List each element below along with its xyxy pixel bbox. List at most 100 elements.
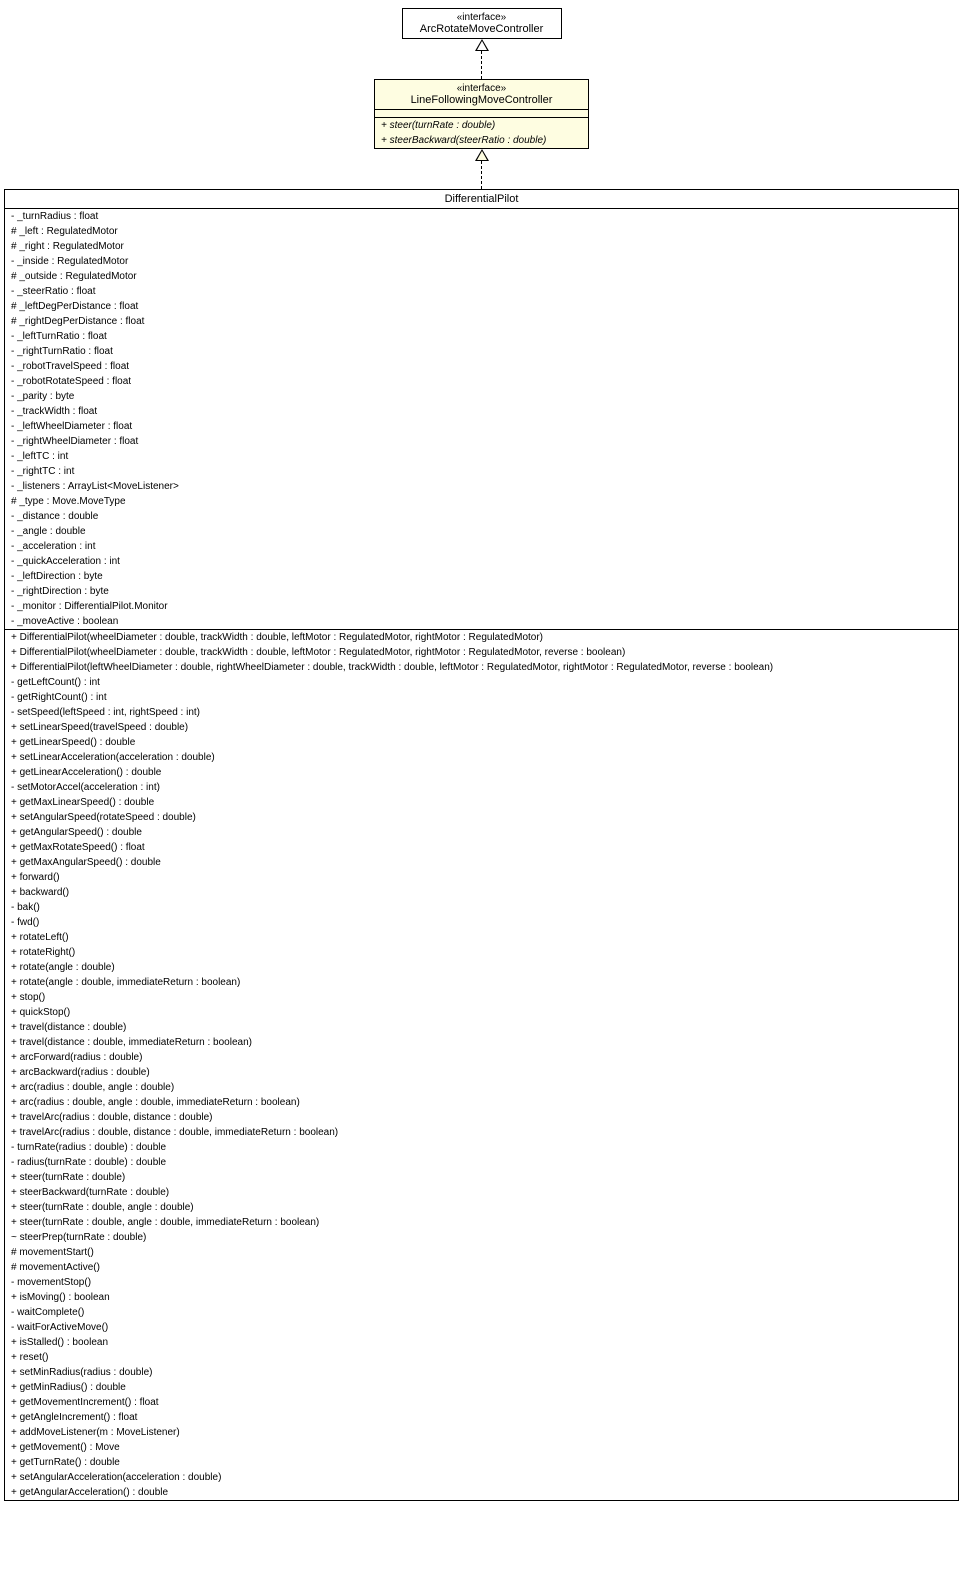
member-row: + arcForward(radius : double) — [5, 1050, 958, 1065]
member-row: + getTurnRate() : double — [5, 1455, 958, 1470]
member-row: - _inside : RegulatedMotor — [5, 254, 958, 269]
member-row: + steerBackward(steerRatio : double) — [375, 133, 588, 148]
member-row: - _acceleration : int — [5, 539, 958, 554]
member-row: - _robotTravelSpeed : float — [5, 359, 958, 374]
member-row: # movementStart() — [5, 1245, 958, 1260]
member-row: + arc(radius : double, angle : double) — [5, 1080, 958, 1095]
member-row: - _rightTC : int — [5, 464, 958, 479]
arrow-icon — [475, 149, 489, 161]
member-row: - radius(turnRate : double) : double — [5, 1155, 958, 1170]
member-row: - turnRate(radius : double) : double — [5, 1140, 958, 1155]
class-name: DifferentialPilot — [5, 193, 958, 205]
member-row: + setAngularSpeed(rotateSpeed : double) — [5, 810, 958, 825]
member-row: + getAngleIncrement() : float — [5, 1410, 958, 1425]
member-row: - bak() — [5, 900, 958, 915]
member-row: - _rightDirection : byte — [5, 584, 958, 599]
member-row: - movementStop() — [5, 1275, 958, 1290]
member-row: + getMaxLinearSpeed() : double — [5, 795, 958, 810]
member-row: - _rightWheelDiameter : float — [5, 434, 958, 449]
member-row: + getMaxAngularSpeed() : double — [5, 855, 958, 870]
arrow-icon — [475, 39, 489, 51]
member-row: - _moveActive : boolean — [5, 614, 958, 629]
dash-line — [481, 161, 482, 189]
attributes-compartment — [375, 110, 588, 118]
member-row: + getMovement() : Move — [5, 1440, 958, 1455]
member-row: + DifferentialPilot(wheelDiameter : doub… — [5, 645, 958, 660]
member-row: + getAngularSpeed() : double — [5, 825, 958, 840]
member-row: + DifferentialPilot(wheelDiameter : doub… — [5, 630, 958, 645]
member-row: - waitComplete() — [5, 1305, 958, 1320]
member-row: - _distance : double — [5, 509, 958, 524]
member-row: - _monitor : DifferentialPilot.Monitor — [5, 599, 958, 614]
member-row: - _leftTurnRatio : float — [5, 329, 958, 344]
member-row: ~ steerPrep(turnRate : double) — [5, 1230, 958, 1245]
member-row: + steer(turnRate : double) — [375, 118, 588, 133]
member-row: + arc(radius : double, angle : double, i… — [5, 1095, 958, 1110]
methods-compartment: + DifferentialPilot(wheelDiameter : doub… — [5, 630, 958, 1500]
member-row: - getRightCount() : int — [5, 690, 958, 705]
stereotype: «interface» — [413, 12, 551, 23]
member-row: + DifferentialPilot(leftWheelDiameter : … — [5, 660, 958, 675]
dash-line — [481, 51, 482, 79]
class-name: LineFollowingMoveController — [385, 94, 578, 106]
member-row: + getLinearSpeed() : double — [5, 735, 958, 750]
member-row: + quickStop() — [5, 1005, 958, 1020]
member-row: + setMinRadius(radius : double) — [5, 1365, 958, 1380]
member-row: + backward() — [5, 885, 958, 900]
member-row: + isStalled() : boolean — [5, 1335, 958, 1350]
member-row: - _leftDirection : byte — [5, 569, 958, 584]
member-row: + getMaxRotateSpeed() : float — [5, 840, 958, 855]
methods-compartment: + steer(turnRate : double)+ steerBackwar… — [375, 118, 588, 148]
member-row: # _leftDegPerDistance : float — [5, 299, 958, 314]
member-row: + travel(distance : double, immediateRet… — [5, 1035, 958, 1050]
member-row: + getMovementIncrement() : float — [5, 1395, 958, 1410]
member-row: - _angle : double — [5, 524, 958, 539]
class-name: ArcRotateMoveController — [413, 23, 551, 35]
member-row: + getAngularAcceleration() : double — [5, 1485, 958, 1500]
member-row: # _type : Move.MoveType — [5, 494, 958, 509]
member-row: + reset() — [5, 1350, 958, 1365]
member-row: + setLinearSpeed(travelSpeed : double) — [5, 720, 958, 735]
member-row: + setAngularAcceleration(acceleration : … — [5, 1470, 958, 1485]
member-row: + getMinRadius() : double — [5, 1380, 958, 1395]
member-row: - _rightTurnRatio : float — [5, 344, 958, 359]
member-row: - setMotorAccel(acceleration : int) — [5, 780, 958, 795]
member-row: - _leftTC : int — [5, 449, 958, 464]
member-row: + stop() — [5, 990, 958, 1005]
member-row: - _quickAcceleration : int — [5, 554, 958, 569]
member-row: + travelArc(radius : double, distance : … — [5, 1125, 958, 1140]
member-row: # movementActive() — [5, 1260, 958, 1275]
attributes-compartment: - _turnRadius : float# _left : Regulated… — [5, 209, 958, 630]
member-row: # _rightDegPerDistance : float — [5, 314, 958, 329]
member-row: + addMoveListener(m : MoveListener) — [5, 1425, 958, 1440]
member-row: + forward() — [5, 870, 958, 885]
member-row: + rotate(angle : double, immediateReturn… — [5, 975, 958, 990]
member-row: + rotateRight() — [5, 945, 958, 960]
interface-line-following: «interface» LineFollowingMoveController … — [374, 79, 589, 149]
member-row: # _right : RegulatedMotor — [5, 239, 958, 254]
member-row: + travelArc(radius : double, distance : … — [5, 1110, 958, 1125]
member-row: # _left : RegulatedMotor — [5, 224, 958, 239]
interface-arc-rotate: «interface» ArcRotateMoveController — [402, 8, 562, 39]
member-row: - _turnRadius : float — [5, 209, 958, 224]
realization-connector — [475, 39, 489, 79]
member-row: - getLeftCount() : int — [5, 675, 958, 690]
member-row: - _parity : byte — [5, 389, 958, 404]
member-row: + getLinearAcceleration() : double — [5, 765, 958, 780]
member-row: - _trackWidth : float — [5, 404, 958, 419]
member-row: # _outside : RegulatedMotor — [5, 269, 958, 284]
member-row: + steerBackward(turnRate : double) — [5, 1185, 958, 1200]
stereotype: «interface» — [385, 83, 578, 94]
member-row: - _steerRatio : float — [5, 284, 958, 299]
member-row: + steer(turnRate : double, angle : doubl… — [5, 1200, 958, 1215]
member-row: - waitForActiveMove() — [5, 1320, 958, 1335]
member-row: + setLinearAcceleration(acceleration : d… — [5, 750, 958, 765]
member-row: - _leftWheelDiameter : float — [5, 419, 958, 434]
class-differential-pilot: DifferentialPilot - _turnRadius : float#… — [4, 189, 959, 1501]
realization-connector — [475, 149, 489, 189]
member-row: - setSpeed(leftSpeed : int, rightSpeed :… — [5, 705, 958, 720]
member-row: - fwd() — [5, 915, 958, 930]
member-row: - _robotRotateSpeed : float — [5, 374, 958, 389]
member-row: + rotateLeft() — [5, 930, 958, 945]
member-row: + rotate(angle : double) — [5, 960, 958, 975]
